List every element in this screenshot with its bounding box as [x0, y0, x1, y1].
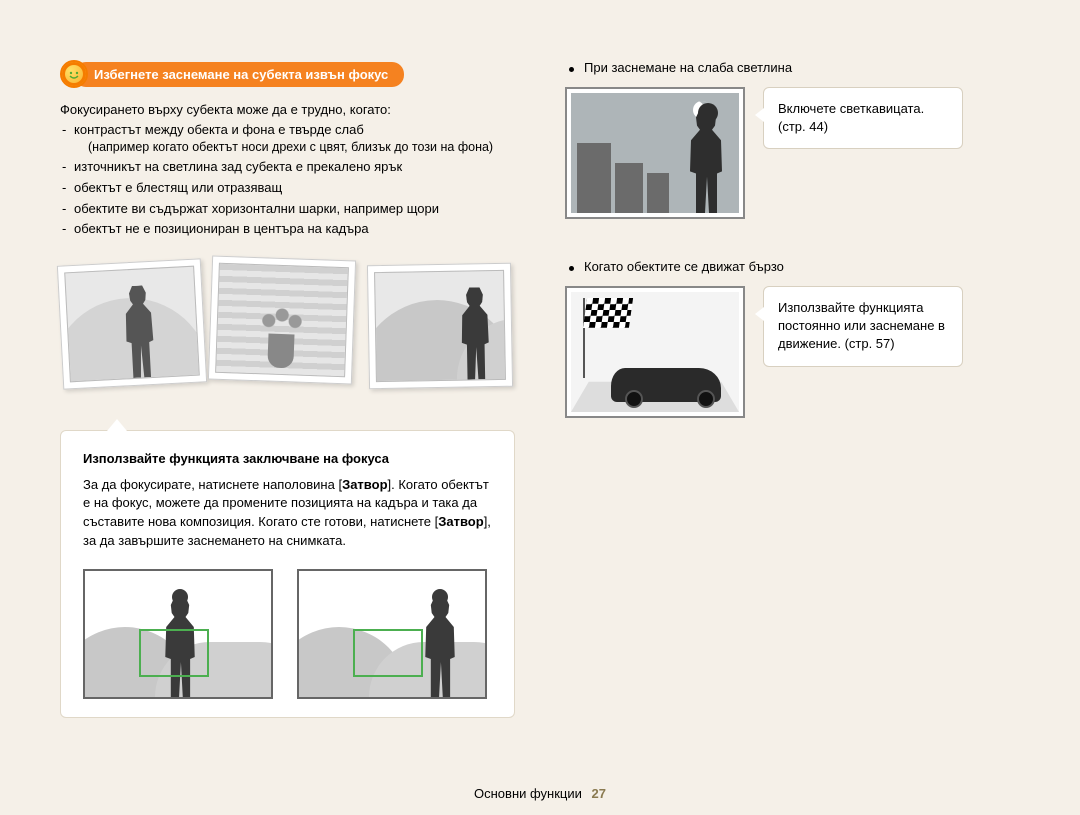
- bullet-item: контрастът между обекта и фона е твърде …: [60, 121, 515, 155]
- scenario-label: При заснемане на слаба светлина: [584, 60, 792, 75]
- bullet-item: обектът не е позициониран в центъра на к…: [60, 220, 515, 238]
- difficulty-list: контрастът между обекта и фона е твърде …: [60, 121, 515, 238]
- section-badge: Избегнете заснемане на субекта извън фок…: [60, 60, 515, 88]
- focus-example-1: [83, 569, 273, 699]
- footer-section: Основни функции: [474, 786, 582, 801]
- bullet-item: обектът е блестящ или отразяващ: [60, 179, 515, 197]
- focus-example-2: [297, 569, 487, 699]
- example-photo: [367, 262, 513, 388]
- focus-rectangle-icon: [139, 629, 209, 677]
- example-photos: [60, 256, 515, 406]
- tip-body: За да фокусирате, натиснете наполовина […: [83, 476, 492, 551]
- bullet-dot-icon: [569, 266, 574, 271]
- callout-continuous: Използвайте функцията постоянно или засн…: [763, 286, 963, 367]
- callout-flash: Включете светкавицата. (стр. 44): [763, 87, 963, 149]
- focus-lock-tip: Използвайте функцията заключване на фоку…: [60, 430, 515, 718]
- tip-title: Използвайте функцията заключване на фоку…: [83, 451, 492, 466]
- motion-photo: [565, 286, 745, 418]
- scenario-fast-motion: Когато обектите се движат бързо Използва…: [565, 259, 1020, 418]
- scenario-label: Когато обектите се движат бързо: [584, 259, 784, 274]
- checkered-flag-icon: [583, 298, 633, 328]
- example-photo: [208, 255, 356, 384]
- bullet-item: източникът на светлина зад субекта е пре…: [60, 158, 515, 176]
- bullet-item: обектите ви съдържат хоризонтални шарки,…: [60, 200, 515, 218]
- bullet-dot-icon: [569, 67, 574, 72]
- example-photo: [57, 258, 207, 389]
- smiley-badge-icon: [60, 60, 88, 88]
- low-light-photo: [565, 87, 745, 219]
- focus-rectangle-icon: [353, 629, 423, 677]
- bullet-text: контрастът между обекта и фона е твърде …: [74, 122, 364, 137]
- page-number: 27: [592, 786, 606, 801]
- section-title: Избегнете заснемане на субекта извън фок…: [74, 62, 404, 87]
- bullet-subtext: (например когато обектът носи дрехи с цв…: [74, 139, 515, 156]
- page-footer: Основни функции 27: [0, 786, 1080, 801]
- scenario-low-light: При заснемане на слаба светлина Включете…: [565, 60, 1020, 219]
- intro-text: Фокусирането върху субекта може да е тру…: [60, 102, 515, 117]
